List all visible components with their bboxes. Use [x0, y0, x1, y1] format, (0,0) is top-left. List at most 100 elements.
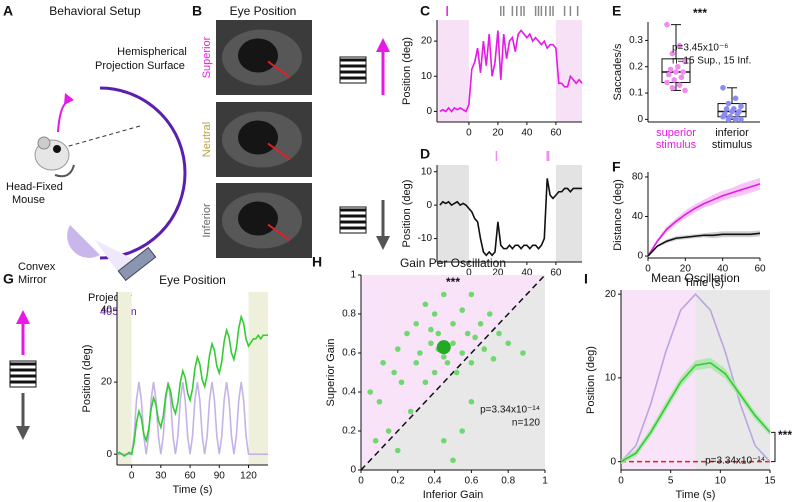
- data-line: [620, 361, 771, 463]
- y-tick-label: 0: [610, 456, 616, 467]
- data-point: [428, 340, 434, 347]
- x-tick-label: 120: [240, 471, 257, 482]
- y-tick-label: 0.8: [342, 309, 356, 320]
- data-point: [376, 398, 383, 405]
- pupil: [238, 201, 278, 236]
- y-tick-label: 10: [421, 71, 433, 82]
- annotation: n=15 Sup., 15 Inf.: [672, 56, 751, 67]
- y-tick-label: 40: [632, 211, 644, 222]
- x-tick-label: 15: [764, 476, 776, 487]
- error-band: [648, 230, 760, 258]
- data-point: [676, 42, 683, 49]
- panel-label: B: [192, 3, 202, 19]
- arrow: [267, 142, 291, 161]
- y-tick-label: 80: [632, 172, 644, 183]
- panel-label: I: [584, 271, 588, 287]
- annotation: p=3.34x10⁻¹⁴: [705, 456, 765, 467]
- data-point: [520, 350, 526, 356]
- data-point: [680, 69, 686, 75]
- data-point: [407, 408, 414, 415]
- data-point: [678, 74, 685, 81]
- data-point: [490, 356, 497, 362]
- x-tick-label: 5: [668, 476, 674, 487]
- x-axis-label: Time (s): [173, 484, 213, 496]
- shade-region: [117, 292, 132, 465]
- data-point: [431, 311, 438, 317]
- y-axis-label: Superior Gain: [325, 339, 337, 407]
- y-tick-label: 40: [101, 305, 113, 316]
- data-point: [450, 320, 456, 327]
- mean-point: [436, 340, 451, 355]
- shade-region: [555, 20, 582, 122]
- data-point: [738, 103, 744, 110]
- data-point: [422, 301, 429, 308]
- y-tick-label: 0.4: [342, 387, 356, 398]
- shade-region: [248, 292, 268, 465]
- data-point: [675, 63, 681, 70]
- data-point: [450, 340, 456, 347]
- data-point: [444, 359, 451, 366]
- chart-title: Eye Position: [159, 273, 226, 287]
- label: Hemispherical: [117, 46, 187, 58]
- data-point: [682, 87, 688, 94]
- data-point: [720, 113, 726, 120]
- y-tick-label: 0: [637, 114, 643, 125]
- data-line: [117, 381, 268, 455]
- data-point: [372, 437, 379, 444]
- data-point: [720, 84, 726, 91]
- y-tick-label: 0: [350, 465, 356, 476]
- unity-line: [360, 274, 546, 471]
- y-tick-label: 0.1: [629, 88, 643, 99]
- data-point: [391, 369, 397, 376]
- arrowhead: [64, 93, 74, 105]
- x-tick-label: 40: [717, 264, 729, 275]
- data-point: [404, 330, 410, 337]
- shade-region: [437, 165, 469, 262]
- x-tick-label: stimulus: [712, 139, 753, 151]
- shade-region: [437, 20, 469, 122]
- data-point: [435, 330, 442, 337]
- x-tick-label: 20: [492, 268, 504, 279]
- data-point: [459, 307, 466, 313]
- x-tick-label: 0: [466, 128, 472, 139]
- panel-label: G: [3, 271, 14, 287]
- y-axis-label: Saccades/s: [612, 43, 624, 100]
- chart-title: Mean Oscillation: [651, 271, 740, 285]
- x-tick-label: stimulus: [656, 139, 697, 151]
- data-point: [505, 340, 512, 347]
- annotation: n=120: [512, 418, 541, 429]
- data-point: [468, 359, 475, 366]
- arrow: [54, 164, 75, 178]
- arrow: [267, 60, 291, 79]
- label: Head-Fixed: [6, 181, 63, 193]
- data-line: [647, 232, 761, 257]
- x-tick-label: 0.6: [464, 476, 478, 487]
- x-tick-label: 60: [754, 264, 766, 275]
- data-point: [468, 398, 475, 405]
- label: Mouse: [12, 194, 45, 206]
- annotation: ***: [778, 428, 792, 442]
- data-point: [669, 50, 676, 57]
- bracket: [771, 431, 776, 463]
- annotation: p=3.45x10⁻⁶: [672, 43, 728, 54]
- panel-title: Behavioral Setup: [49, 4, 141, 18]
- x-tick-label: 0.8: [501, 476, 515, 487]
- y-tick-label: 0: [106, 449, 112, 460]
- data-point: [459, 428, 466, 434]
- panel-label: A: [3, 3, 13, 19]
- eye-images: Superior Neutral Inferior: [201, 20, 312, 258]
- data-point: [441, 437, 447, 444]
- data-point: [468, 291, 475, 298]
- data-point: [682, 58, 688, 65]
- x-tick-label: 0: [358, 476, 364, 487]
- data-point: [441, 354, 447, 360]
- y-tick-label: 10: [605, 373, 617, 384]
- data-point: [671, 77, 677, 83]
- data-point: [422, 379, 429, 386]
- data-point: [481, 346, 488, 352]
- data-point: [385, 428, 392, 434]
- data-point: [673, 69, 679, 75]
- y-tick-label: 0.2: [342, 426, 356, 437]
- eye-label: Neutral: [201, 122, 213, 157]
- pupil: [238, 120, 278, 155]
